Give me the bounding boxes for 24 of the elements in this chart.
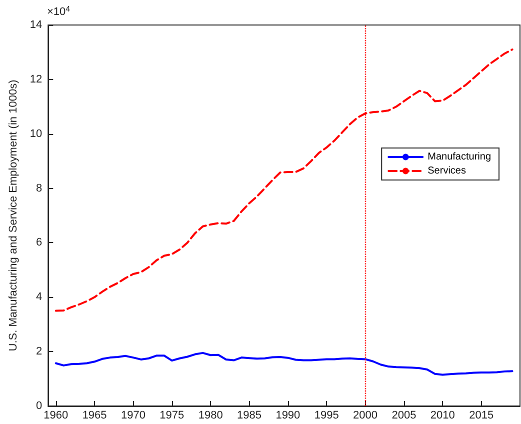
- y-tick-label: 12: [30, 73, 42, 86]
- y-tick-label: 2: [36, 346, 42, 358]
- y-tick-label: 14: [30, 19, 42, 31]
- y-tick-label: 6: [36, 236, 42, 249]
- x-tick-label: 1980: [198, 410, 223, 422]
- x-tick-label: 2010: [430, 410, 455, 422]
- x-tick-label: 2000: [353, 410, 378, 422]
- x-tick-label: 1970: [120, 410, 146, 422]
- x-tick-label: 1960: [44, 410, 68, 422]
- x-tick-label: 1985: [237, 410, 262, 422]
- legend-label: Services: [428, 166, 466, 176]
- y-tick-label: 0: [36, 400, 42, 412]
- x-tick-label: 2015: [469, 410, 494, 422]
- line-series: [54, 352, 514, 376]
- y-tick-label: 10: [30, 128, 42, 140]
- x-tick-label: 1975: [160, 410, 184, 422]
- legend-label: Manufacturing: [428, 152, 492, 162]
- y-axis-title: U.S. Manufacturing and Service Employment (in 1000s): [8, 80, 20, 352]
- x-tick-label: 2005: [392, 410, 416, 422]
- y-tick-label: 8: [36, 182, 42, 194]
- x-tick-label: 1965: [82, 410, 107, 422]
- x-tick-label: 1995: [314, 410, 339, 422]
- x-tick-label: 1990: [276, 410, 300, 422]
- y-tick-label: 4: [36, 291, 42, 304]
